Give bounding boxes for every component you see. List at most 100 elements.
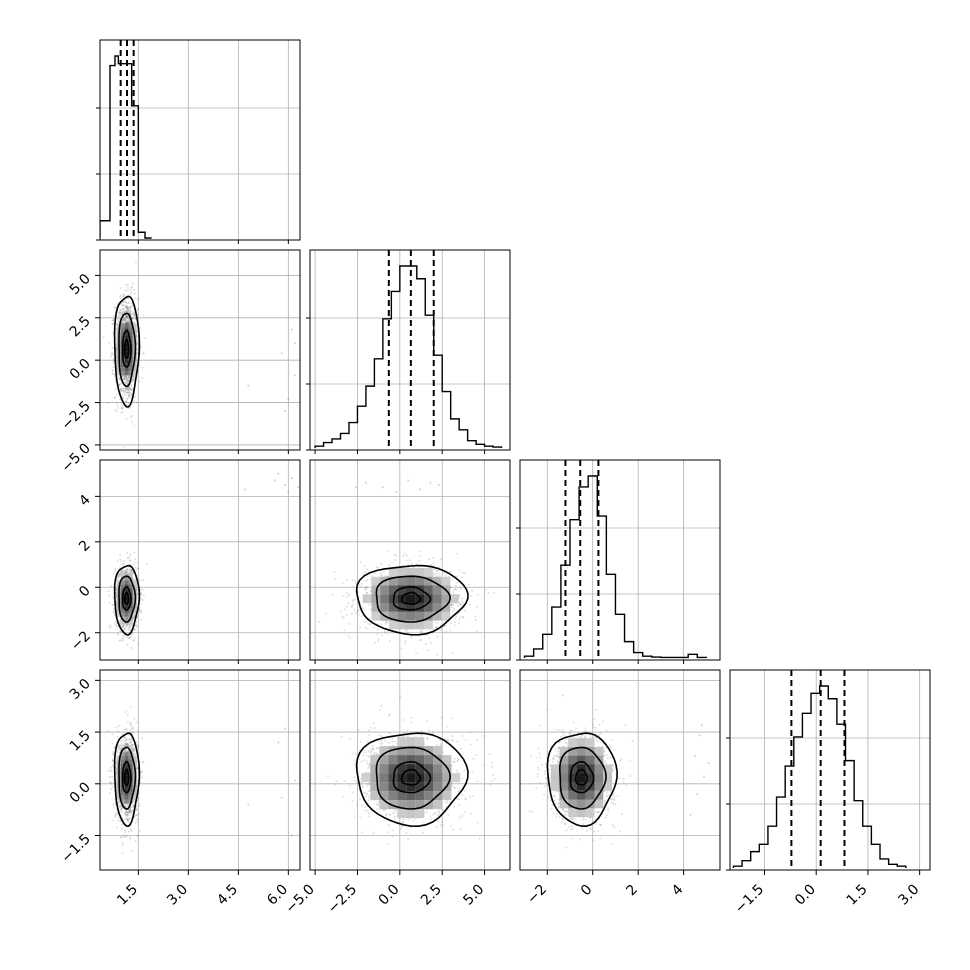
scatter-point [117, 377, 120, 380]
scatter-point [128, 740, 131, 743]
density-cell [120, 584, 125, 589]
scatter-point [380, 573, 383, 576]
scatter-point [132, 376, 135, 379]
scatter-point [121, 745, 124, 748]
scatter-point [130, 741, 132, 744]
scatter-point [126, 317, 129, 319]
scatter-point [355, 611, 358, 614]
density-cell [406, 576, 416, 586]
scatter-point [126, 819, 129, 822]
scatter-point [131, 378, 134, 381]
outlier-point [244, 488, 246, 491]
scatter-point [138, 364, 141, 367]
density-cell [124, 343, 129, 348]
scatter-point [457, 604, 460, 607]
scatter-point [121, 304, 124, 307]
scatter-point [127, 391, 130, 394]
scatter-point [129, 289, 132, 292]
density-cell [128, 584, 133, 589]
scatter-point [127, 811, 129, 814]
scatter-point [451, 603, 454, 606]
scatter-point [124, 375, 127, 377]
scatter-point [140, 618, 143, 621]
scatter-point [125, 398, 128, 401]
scatter-point [124, 378, 127, 381]
scatter-point [138, 380, 141, 383]
scatter-point [468, 583, 470, 586]
scatter-point [126, 305, 129, 308]
scatter-point [127, 378, 130, 381]
density-cell [124, 335, 129, 340]
scatter-point [438, 573, 441, 576]
scatter-point [112, 603, 115, 606]
density-cell [116, 367, 121, 372]
scatter-point [119, 820, 122, 823]
scatter-point [124, 388, 127, 391]
scatter-point [123, 627, 126, 630]
scatter-point [356, 610, 359, 613]
scatter-point [120, 302, 123, 305]
density-cell [132, 323, 137, 328]
scatter-point [432, 557, 435, 560]
outlier-point [419, 488, 422, 491]
scatter-point [129, 635, 132, 638]
scatter-point [126, 310, 129, 313]
scatter-point [111, 596, 114, 599]
scatter-point [122, 625, 125, 628]
scatter-point [142, 599, 144, 601]
histogram-0 [100, 55, 152, 239]
scatter-point [118, 318, 121, 321]
scatter-point [110, 355, 112, 358]
outlier-point [287, 490, 290, 493]
scatter-point [124, 711, 127, 713]
scatter-point [125, 314, 128, 317]
scatter-point [438, 566, 441, 569]
scatter-point [123, 627, 126, 630]
scatter-point [126, 387, 129, 390]
scatter-point [130, 742, 132, 744]
scatter-point [123, 309, 126, 312]
scatter-point [128, 568, 131, 571]
density-cell [406, 611, 416, 621]
scatter-point [132, 375, 135, 378]
scatter-point [139, 593, 142, 596]
scatter-point [140, 592, 143, 595]
scatter-point [375, 565, 378, 568]
scatter-point [383, 631, 386, 634]
scatter-point [140, 597, 143, 600]
scatter-point [133, 551, 136, 554]
outlier-point [364, 481, 367, 484]
scatter-point [119, 308, 122, 311]
scatter-point [136, 298, 139, 301]
scatter-point [128, 625, 131, 628]
scatter-point [125, 320, 128, 323]
density-cell [406, 568, 416, 577]
density-cell [424, 585, 433, 595]
scatter-point [129, 553, 132, 556]
scatter-point [436, 635, 439, 638]
scatter-point [119, 295, 121, 298]
scatter-point [122, 638, 125, 641]
scatter-point [131, 282, 134, 285]
scatter-point [116, 746, 119, 749]
density-cell [120, 331, 125, 336]
density-cell [424, 576, 433, 586]
scatter-point [424, 643, 427, 646]
density-cell [424, 568, 433, 577]
scatter-point [114, 621, 117, 624]
density-cell [415, 568, 424, 577]
density-cell [389, 568, 398, 577]
scatter-point [459, 616, 462, 619]
scatter-point [118, 573, 121, 576]
scatter-point [128, 395, 130, 398]
density-cell [424, 603, 433, 612]
density-cell [124, 371, 129, 376]
scatter-point [113, 611, 116, 614]
density-cell [380, 603, 389, 612]
scatter-point [127, 386, 130, 389]
scatter-point [122, 396, 125, 399]
scatter-point [129, 555, 132, 558]
contour-1_0-2 [118, 312, 137, 388]
scatter-point [127, 742, 130, 745]
scatter-point [127, 402, 130, 405]
